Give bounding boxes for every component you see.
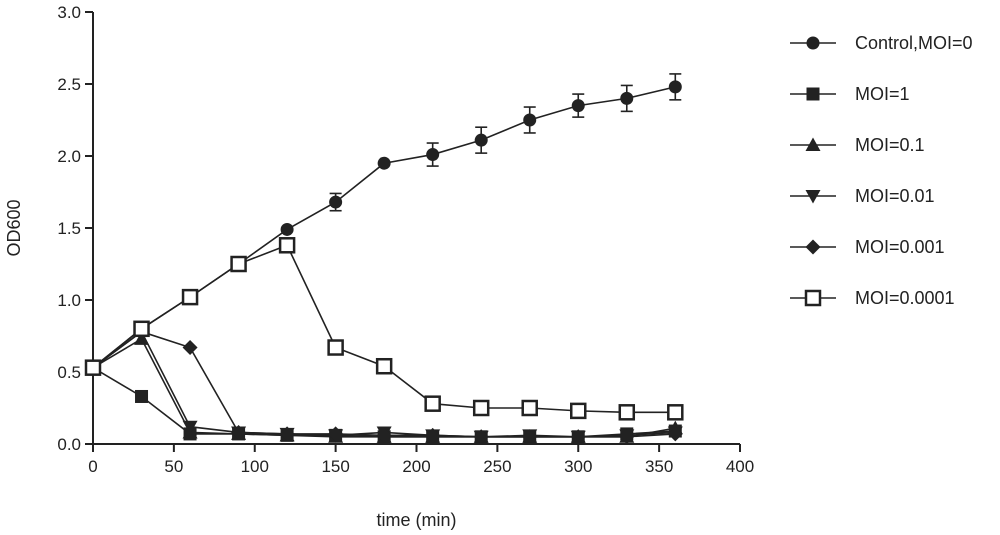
data-point (426, 148, 440, 162)
legend-item-1: MOI=1 (790, 84, 910, 104)
x-ticks: 0 50 100 150 200 250 300 350 400 (88, 444, 754, 476)
legend-label: Control,MOI=0 (855, 33, 973, 53)
data-point (618, 404, 636, 421)
y-tick-label: 0.0 (57, 435, 81, 454)
data-point (231, 424, 247, 440)
y-tick-label: 1.0 (57, 291, 81, 310)
legend-label: MOI=0.1 (855, 135, 925, 155)
data-point (328, 426, 344, 442)
data-point (474, 133, 488, 147)
data-point (182, 420, 198, 435)
series-layer (84, 73, 684, 445)
x-tick-label: 100 (241, 457, 269, 476)
data-point (424, 395, 441, 412)
data-point (280, 222, 294, 236)
data-point (570, 402, 587, 420)
x-axis-title: time (min) (377, 510, 457, 530)
x-tick-label: 150 (321, 457, 349, 476)
data-point (230, 255, 247, 273)
y-tick-label: 2.0 (57, 147, 81, 166)
data-point (181, 288, 199, 306)
x-tick-label: 300 (564, 457, 592, 476)
series-4 (85, 324, 683, 445)
data-point (620, 91, 634, 105)
series-line (92, 244, 676, 414)
data-point (84, 359, 102, 376)
data-point (473, 429, 489, 445)
data-point (619, 429, 635, 445)
data-point (135, 389, 149, 403)
series-line (92, 86, 676, 369)
series-0 (86, 73, 682, 375)
legend-marker (805, 137, 821, 151)
legend-item-4: MOI=0.001 (790, 237, 945, 257)
legend-item-0: Control,MOI=0 (790, 33, 973, 53)
data-point (668, 80, 682, 94)
data-point (522, 429, 538, 445)
legend-label: MOI=1 (855, 84, 910, 104)
legend-item-2: MOI=0.1 (790, 135, 925, 155)
legend-label: MOI=0.01 (855, 186, 935, 206)
legend-marker (804, 289, 822, 307)
series-line (92, 337, 676, 438)
y-tick-label: 1.5 (57, 219, 81, 238)
legend: Control,MOI=0 MOI=1 MOI=0.1 MOI=0.01 MOI=0.0… (790, 33, 973, 308)
y-tick-label: 2.5 (57, 75, 81, 94)
y-ticks: 0.0 0.5 1.0 1.5 2.0 2.5 3.0 (57, 3, 93, 454)
data-point (376, 427, 392, 443)
legend-label: MOI=0.0001 (855, 288, 955, 308)
data-point (377, 156, 391, 170)
data-point (521, 399, 538, 417)
data-point (182, 340, 198, 356)
data-point (425, 427, 441, 443)
y-tick-label: 3.0 (57, 3, 81, 22)
series-2 (85, 331, 683, 443)
series-5 (84, 237, 684, 421)
legend-marker (805, 190, 821, 204)
series-line (92, 330, 676, 438)
data-point (570, 429, 586, 445)
series-line (92, 330, 676, 438)
x-tick-label: 0 (88, 457, 97, 476)
data-point (667, 404, 684, 421)
data-point (279, 426, 295, 442)
data-point (375, 357, 393, 375)
x-tick-label: 250 (483, 457, 511, 476)
legend-label: MOI=0.001 (855, 237, 945, 257)
data-point (327, 339, 344, 356)
data-point (472, 399, 490, 417)
data-point (329, 195, 343, 209)
legend-marker (806, 36, 820, 50)
data-point (523, 113, 537, 127)
legend-marker (806, 87, 820, 101)
data-point (278, 237, 296, 254)
x-tick-label: 200 (402, 457, 430, 476)
x-tick-label: 350 (645, 457, 673, 476)
axes: 0 50 100 150 200 250 300 350 400 0.0 0.5 1.0 1.5 2.0… (4, 3, 754, 530)
series-line (92, 366, 676, 438)
data-point (571, 99, 585, 113)
legend-item-3: MOI=0.01 (790, 186, 935, 206)
y-axis-title: OD600 (4, 199, 24, 256)
legend-marker (805, 239, 821, 255)
data-point (133, 320, 150, 338)
y-tick-label: 0.5 (57, 363, 81, 382)
x-tick-label: 400 (726, 457, 754, 476)
legend-item-5: MOI=0.0001 (790, 288, 955, 308)
x-tick-label: 50 (164, 457, 183, 476)
data-point (667, 426, 683, 442)
